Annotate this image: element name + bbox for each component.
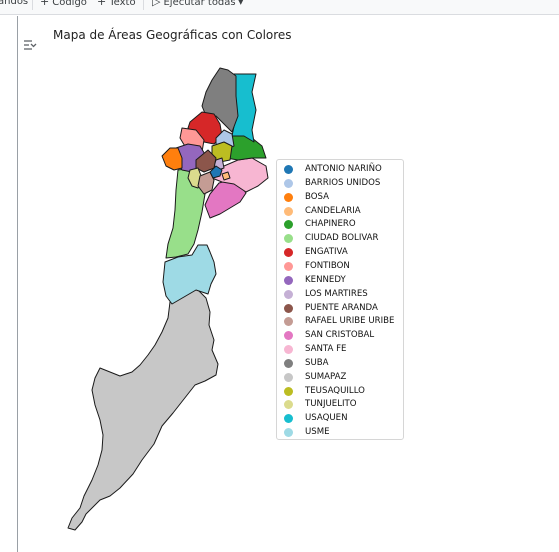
region-candelaria	[221, 171, 231, 181]
legend-entry-usme: USME	[277, 426, 405, 439]
legend-swatch	[284, 165, 293, 174]
legend-label: FONTIBON	[305, 260, 350, 271]
legend-entry-bosa: BOSA	[277, 191, 405, 204]
region-antonio-narino	[209, 165, 223, 179]
legend-swatch	[284, 414, 293, 424]
legend-swatch	[284, 331, 293, 341]
legend-label: SANTA FE	[305, 344, 347, 355]
region-usme	[162, 244, 217, 305]
legend-entry-teusaquillo: TEUSAQUILLO	[277, 385, 405, 398]
toolbar-separator	[32, 0, 33, 10]
legend-swatch	[284, 358, 293, 368]
legend-label: TEUSAQUILLO	[305, 385, 365, 396]
legend-entry-santa-fe: SANTA FE	[277, 343, 405, 356]
region-sumapaz	[67, 288, 219, 531]
legend-label: USME	[305, 427, 330, 438]
legend-entry-engativa: ENGATIVA	[277, 246, 405, 259]
legend-label: PUENTE ARANDA	[305, 302, 378, 313]
legend-entry-suba: SUBA	[277, 357, 405, 370]
notebook-toolbar: andos + Código + Texto ▷ Ejecutar todas ▾	[0, 0, 559, 15]
legend-entry-kennedy: KENNEDY	[277, 274, 405, 287]
legend-label: RAFAEL URIBE URIBE	[305, 316, 395, 327]
legend-label: TUNJUELITO	[305, 399, 357, 410]
legend-label: ENGATIVA	[305, 247, 348, 258]
region-san-cristobal	[204, 179, 247, 219]
legend-entry-rafael-uribe-uribe: RAFAEL URIBE URIBE	[277, 315, 405, 328]
legend-entry-sumapaz: SUMAPAZ	[277, 371, 405, 384]
region-bosa	[161, 147, 183, 171]
legend-swatch	[284, 317, 293, 327]
legend-entry-puente-aranda: PUENTE ARANDA	[277, 302, 405, 315]
legend-swatch	[284, 345, 293, 355]
cell-gutter-line	[17, 16, 18, 552]
plus-icon: +	[40, 0, 50, 8]
legend-label: BARRIOS UNIDOS	[305, 177, 381, 188]
legend-label: CANDELARIA	[305, 205, 361, 216]
legend-swatch	[284, 220, 293, 230]
play-icon: ▷	[152, 0, 161, 8]
run-all-label: Ejecutar todas	[163, 0, 236, 8]
legend-swatch	[284, 206, 293, 216]
legend-entry-chapinero: CHAPINERO	[277, 218, 405, 231]
legend-label: CHAPINERO	[305, 219, 356, 230]
legend-entry-los-martires: LOS MARTIRES	[277, 288, 405, 301]
chart-title: Mapa de Áreas Geográficas con Colores	[53, 28, 292, 42]
legend-entry-tunjuelito: TUNJUELITO	[277, 398, 405, 411]
legend-entry-candelaria: CANDELARIA	[277, 205, 405, 218]
add-code-label: Código	[52, 0, 87, 8]
legend-label: CIUDAD BOLIVAR	[305, 233, 379, 244]
toolbar-separator	[143, 0, 144, 10]
legend-label: SUBA	[305, 357, 329, 368]
region-santa-fe	[211, 157, 269, 193]
legend-swatch	[284, 372, 293, 382]
legend-swatch	[284, 192, 293, 202]
legend-swatch	[284, 428, 293, 438]
legend-entry-antonio-narino: ANTONIO NARIÑO	[277, 163, 405, 176]
legend-swatch	[284, 261, 293, 271]
legend-label: KENNEDY	[305, 274, 346, 285]
legend-entry-usaquen: USAQUEN	[277, 412, 405, 425]
legend-swatch	[284, 234, 293, 244]
run-options-dropdown[interactable]: ▾	[238, 0, 247, 10]
legend-swatch	[284, 248, 293, 258]
legend-entry-fontibon: FONTIBON	[277, 260, 405, 273]
toolbar-partial-label[interactable]: andos	[0, 0, 28, 9]
plus-icon: +	[97, 0, 107, 8]
run-all-button[interactable]: ▷ Ejecutar todas	[152, 0, 236, 10]
legend-entry-barrios-unidos: BARRIOS UNIDOS	[277, 177, 405, 190]
chart-legend: ANTONIO NARIÑO BARRIOS UNIDOS BOSA CANDELAR…	[276, 159, 404, 440]
legend-label: ANTONIO NARIÑO	[305, 164, 382, 174]
legend-entry-ciudad-bolivar: CIUDAD BOLIVAR	[277, 232, 405, 245]
add-code-button[interactable]: + Código	[40, 0, 87, 10]
legend-swatch	[284, 178, 293, 188]
chevron-down-icon: ▾	[238, 0, 244, 8]
legend-label: USAQUEN	[305, 413, 348, 424]
legend-swatch	[284, 386, 293, 396]
legend-label: LOS MARTIRES	[305, 288, 368, 299]
legend-label: SUMAPAZ	[305, 371, 347, 382]
legend-swatch	[284, 289, 293, 299]
add-text-label: Texto	[109, 0, 136, 8]
toolbar-partial-text: andos	[0, 0, 29, 7]
legend-swatch	[284, 303, 293, 313]
add-text-button[interactable]: + Texto	[97, 0, 136, 10]
legend-swatch	[284, 400, 293, 410]
legend-label: BOSA	[305, 191, 330, 202]
legend-label: SAN CRISTOBAL	[305, 330, 375, 341]
legend-entry-san-cristobal: SAN CRISTOBAL	[277, 329, 405, 342]
legend-swatch	[284, 275, 293, 285]
output-toggle-icon[interactable]	[22, 38, 38, 52]
